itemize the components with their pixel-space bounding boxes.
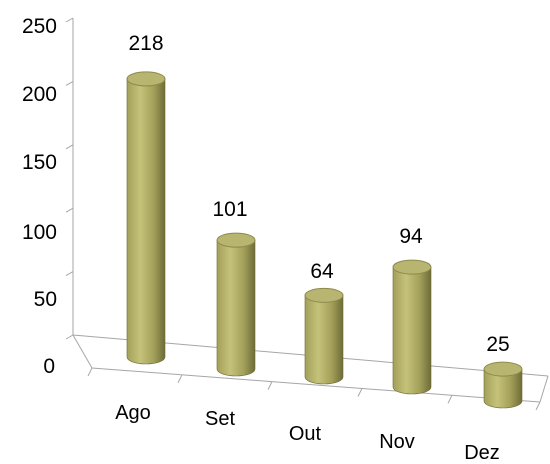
x-category-label: Nov [379, 431, 415, 453]
data-labels: 218 101 64 94 25 [128, 32, 509, 356]
data-label-out: 64 [310, 260, 334, 283]
x-tick-mark [177, 374, 183, 384]
y-tick-mark [65, 144, 74, 150]
bar-top-dez [483, 361, 523, 377]
bar-top-nov [392, 259, 432, 275]
y-tick-mark [65, 207, 74, 213]
x-category-label: Ago [115, 402, 151, 424]
data-label-nov: 94 [399, 225, 423, 248]
x-tick-mark [267, 381, 273, 390]
x-axis-categories: Ago Set Out Nov Dez [115, 402, 500, 464]
x-tick-mark [535, 401, 541, 411]
bar-ago [126, 78, 166, 365]
y-tick-label: 250 [22, 15, 57, 38]
data-label-dez: 25 [486, 333, 509, 356]
y-tick-label: 100 [22, 221, 57, 244]
x-category-label: Out [289, 423, 322, 445]
x-tick-mark [447, 395, 453, 404]
x-category-label: Set [205, 408, 235, 430]
y-axis-ticks: 0 50 100 150 200 250 [22, 15, 74, 378]
bars [126, 71, 523, 409]
y-tick-mark [65, 17, 74, 23]
floor-right-edge [539, 375, 549, 403]
bar-top-ago [126, 71, 166, 87]
x-tick-mark [357, 388, 363, 397]
data-label-ago: 218 [128, 32, 163, 55]
x-tick-mark [87, 367, 93, 377]
y-tick-mark [65, 80, 74, 86]
y-tick-mark [65, 334, 74, 340]
bar-set [216, 239, 256, 377]
y-tick-label: 150 [22, 151, 57, 174]
bar-top-set [216, 232, 256, 248]
bar-top-out [304, 287, 344, 303]
floor-front-edge [91, 367, 541, 403]
y-tick-mark [65, 271, 74, 277]
bar-dez [483, 368, 523, 409]
x-category-label: Dez [464, 442, 500, 464]
y-tick-label: 0 [43, 355, 55, 378]
y-tick-label: 50 [34, 288, 57, 311]
data-label-set: 101 [212, 198, 247, 221]
floor-left-edge [72, 334, 93, 369]
bar-nov [392, 266, 432, 395]
bar-out [304, 295, 344, 385]
y-tick-label: 200 [22, 83, 57, 106]
